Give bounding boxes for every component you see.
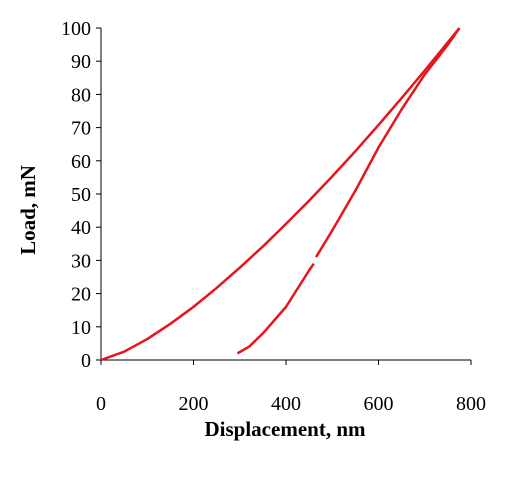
y-tick-label: 70 [71,118,91,140]
data-line [100,27,461,362]
y-tick-label: 0 [81,350,91,372]
data-line [236,27,461,355]
x-tick-label: 600 [364,393,394,415]
x-tick-label: 400 [271,393,301,415]
y-tick-label: 90 [71,51,91,73]
y-tick-label: 40 [71,217,91,239]
x-tick-label: 200 [179,393,209,415]
y-tick-label: 10 [71,317,91,339]
y-axis-label: Load, mN [16,165,40,255]
x-tick-label: 0 [96,393,106,415]
y-tick-label: 30 [71,250,91,272]
x-axis-label: Displacement, nm [205,417,366,441]
y-tick-label: 20 [71,284,91,306]
y-tick-label: 60 [71,151,91,173]
y-tick-label: 100 [61,18,91,40]
x-tick-label: 800 [456,393,486,415]
y-tick-label: 50 [71,184,91,206]
y-tick-label: 80 [71,84,91,106]
